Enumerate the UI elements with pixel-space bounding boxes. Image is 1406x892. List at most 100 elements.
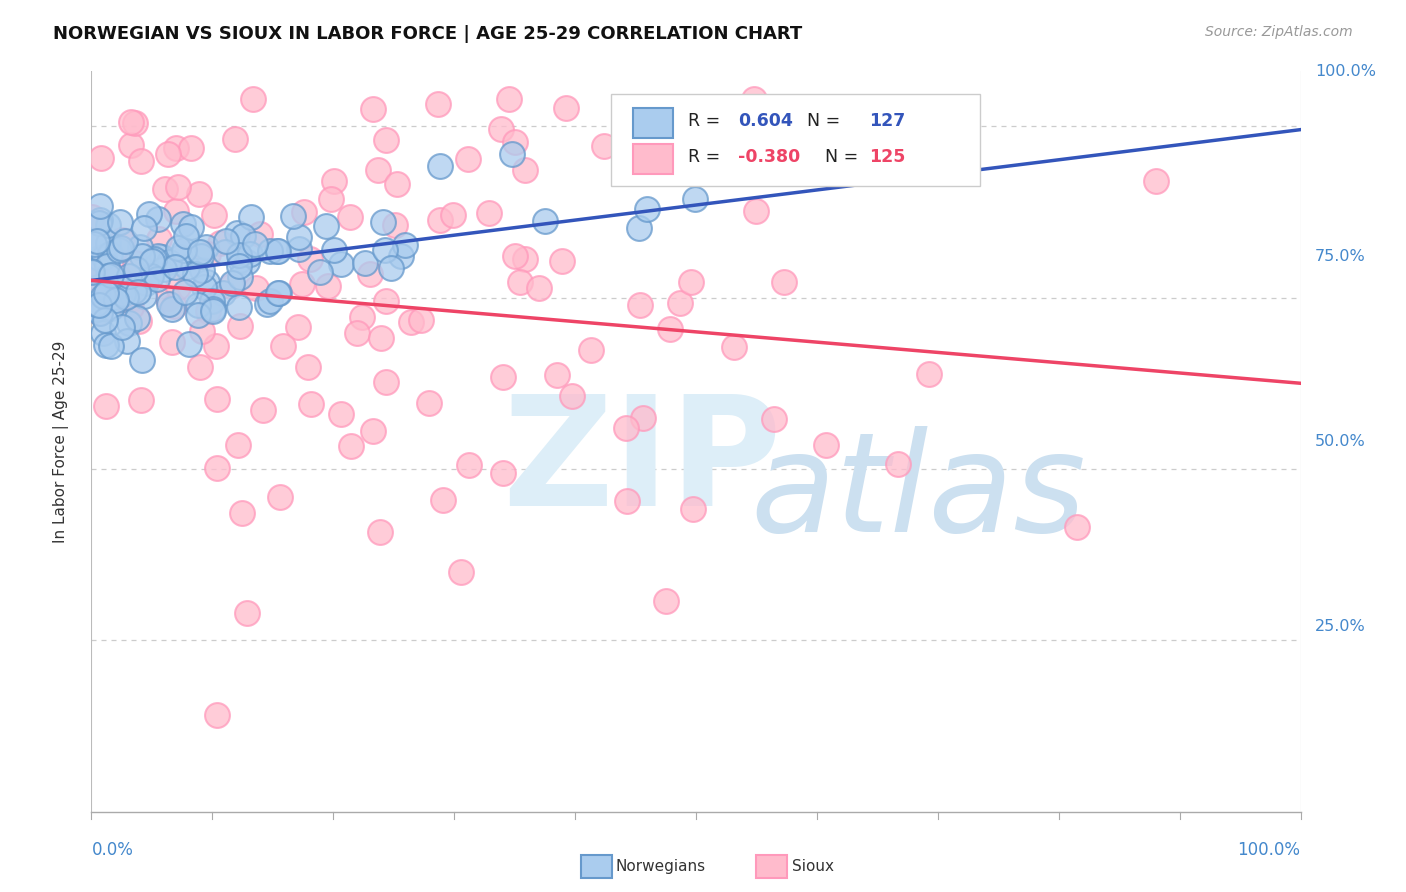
Point — [83, 301, 105, 315]
Point — [298, 252, 321, 267]
Point — [235, 255, 257, 269]
Point — [87, 272, 110, 286]
Text: R =: R = — [688, 147, 725, 166]
Point — [94, 313, 117, 327]
Point — [762, 412, 785, 426]
Point — [554, 101, 576, 115]
Point — [221, 276, 243, 290]
Point — [309, 265, 332, 279]
Text: Norwegians: Norwegians — [616, 859, 706, 873]
Point — [373, 214, 395, 228]
Point — [228, 248, 250, 262]
Point — [429, 212, 451, 227]
Point — [322, 243, 344, 257]
Text: N =: N = — [814, 147, 865, 166]
Point — [156, 292, 179, 306]
Point — [745, 203, 768, 218]
Point — [127, 310, 149, 325]
Point — [346, 326, 368, 341]
Point — [330, 407, 353, 421]
Point — [297, 359, 319, 374]
Point — [716, 117, 738, 131]
Point — [127, 285, 149, 299]
Point — [242, 92, 264, 106]
Point — [219, 279, 242, 293]
Point — [129, 240, 152, 254]
Point — [918, 367, 941, 381]
Point — [157, 296, 180, 310]
Point — [551, 253, 574, 268]
Point — [112, 287, 135, 301]
Point — [205, 339, 228, 353]
Point — [266, 244, 288, 258]
Text: Sioux: Sioux — [792, 859, 834, 873]
Point — [318, 279, 340, 293]
Point — [138, 207, 160, 221]
Point — [546, 368, 568, 383]
Point — [190, 249, 212, 263]
Point — [167, 280, 190, 294]
FancyBboxPatch shape — [612, 94, 980, 186]
Point — [478, 205, 501, 219]
Point — [329, 257, 352, 271]
Point — [93, 250, 115, 264]
Point — [96, 338, 118, 352]
Point — [176, 260, 198, 274]
Point — [91, 261, 114, 276]
Point — [98, 246, 121, 260]
Point — [184, 267, 207, 281]
Point — [169, 250, 191, 264]
Point — [505, 135, 527, 149]
Point — [160, 302, 183, 317]
Text: 25.0%: 25.0% — [1315, 619, 1365, 634]
Point — [315, 219, 337, 233]
Point — [82, 265, 104, 279]
Point — [197, 304, 219, 318]
Point — [89, 234, 111, 248]
Point — [380, 261, 402, 276]
Point — [205, 707, 228, 722]
Point — [86, 234, 108, 248]
Point — [179, 336, 201, 351]
Point — [153, 182, 176, 196]
Point — [197, 247, 219, 261]
Point — [96, 399, 118, 413]
Point — [323, 173, 346, 187]
Point — [122, 284, 145, 298]
Point — [299, 397, 322, 411]
Point — [120, 137, 142, 152]
Point — [118, 268, 141, 283]
Point — [359, 267, 381, 281]
Point — [157, 147, 180, 161]
Point — [180, 220, 202, 235]
Point — [361, 102, 384, 116]
Point — [214, 244, 236, 259]
Point — [129, 393, 152, 408]
Point — [111, 320, 134, 334]
Point — [205, 392, 228, 406]
Point — [742, 92, 765, 106]
Point — [249, 227, 271, 242]
Point — [162, 335, 184, 350]
Point — [458, 458, 481, 473]
Text: 75.0%: 75.0% — [1315, 249, 1365, 264]
Point — [100, 301, 122, 315]
Point — [232, 229, 254, 244]
Point — [229, 270, 252, 285]
Point — [188, 245, 211, 260]
Point — [229, 318, 252, 333]
Text: 127: 127 — [869, 112, 905, 130]
Point — [287, 242, 309, 256]
Point — [128, 313, 150, 327]
Point — [515, 252, 537, 267]
Point — [86, 301, 108, 316]
Point — [228, 300, 250, 314]
Point — [655, 594, 678, 608]
Point — [118, 316, 141, 330]
Point — [107, 269, 129, 284]
Point — [89, 306, 111, 320]
Point — [399, 315, 422, 329]
Point — [361, 424, 384, 438]
Point — [256, 297, 278, 311]
Point — [374, 243, 396, 257]
